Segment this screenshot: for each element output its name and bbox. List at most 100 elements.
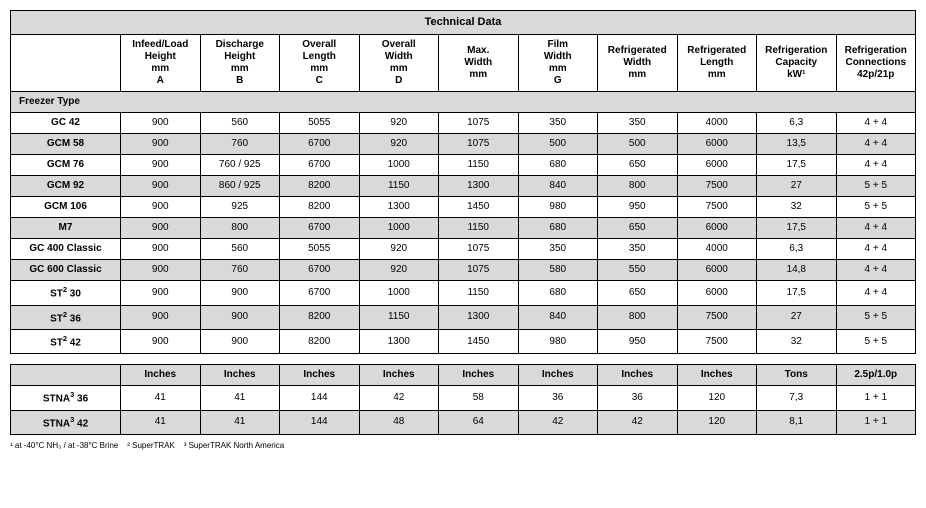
data-cell: 6700 [280, 281, 360, 305]
data-cell: 900 [121, 239, 201, 260]
data-cell: 350 [598, 239, 678, 260]
data-cell: 41 [121, 386, 201, 410]
data-cell: 680 [518, 281, 598, 305]
data-cell: 680 [518, 218, 598, 239]
data-cell: 4000 [677, 239, 757, 260]
section-header: Freezer Type [11, 92, 916, 113]
data-cell: 6700 [280, 218, 360, 239]
data-cell: 42 [518, 410, 598, 434]
data-cell: 4 + 4 [836, 218, 916, 239]
data-cell: 1 + 1 [836, 410, 916, 434]
data-cell: 36 [518, 386, 598, 410]
data-cell: 1150 [359, 305, 439, 329]
row-label: M7 [11, 218, 121, 239]
data-cell: 42 [598, 410, 678, 434]
row-label: GC 400 Classic [11, 239, 121, 260]
data-cell: 500 [518, 134, 598, 155]
data-cell: 1150 [439, 155, 519, 176]
data-cell: 900 [121, 155, 201, 176]
data-cell: 17,5 [757, 218, 837, 239]
data-cell: 900 [121, 329, 201, 353]
data-cell: 1075 [439, 260, 519, 281]
column-header [11, 365, 121, 386]
data-cell: 1000 [359, 281, 439, 305]
technical-data-table-2: InchesInchesInchesInchesInchesInchesInch… [10, 364, 916, 435]
data-cell: 27 [757, 176, 837, 197]
data-cell: 900 [121, 113, 201, 134]
data-cell: 7500 [677, 197, 757, 218]
row-label: ST2 30 [11, 281, 121, 305]
data-cell: 5 + 5 [836, 197, 916, 218]
data-cell: 7500 [677, 176, 757, 197]
data-cell: 920 [359, 134, 439, 155]
data-cell: 144 [280, 410, 360, 434]
data-cell: 17,5 [757, 155, 837, 176]
data-cell: 900 [121, 218, 201, 239]
data-cell: 6000 [677, 281, 757, 305]
data-cell: 900 [121, 134, 201, 155]
data-cell: 8200 [280, 305, 360, 329]
data-cell: 64 [439, 410, 519, 434]
data-cell: 1300 [439, 305, 519, 329]
data-cell: 6000 [677, 134, 757, 155]
data-cell: 4 + 4 [836, 134, 916, 155]
data-cell: 900 [121, 176, 201, 197]
data-cell: 36 [598, 386, 678, 410]
column-header: FilmWidthmmG [518, 35, 598, 92]
data-cell: 27 [757, 305, 837, 329]
data-cell: 6700 [280, 134, 360, 155]
data-cell: 6000 [677, 260, 757, 281]
data-cell: 760 / 925 [200, 155, 280, 176]
data-cell: 760 [200, 260, 280, 281]
data-cell: 900 [121, 260, 201, 281]
data-cell: 350 [518, 113, 598, 134]
data-cell: 5 + 5 [836, 305, 916, 329]
technical-data-table: Technical DataInfeed/LoadHeightmmADischa… [10, 10, 916, 354]
data-cell: 920 [359, 113, 439, 134]
column-header: DischargeHeightmmB [200, 35, 280, 92]
data-cell: 800 [598, 176, 678, 197]
data-cell: 13,5 [757, 134, 837, 155]
column-header [11, 35, 121, 92]
column-header: 2.5p/1.0p [836, 365, 916, 386]
data-cell: 1300 [359, 329, 439, 353]
data-cell: 120 [677, 410, 757, 434]
data-cell: 900 [121, 281, 201, 305]
row-label: GC 600 Classic [11, 260, 121, 281]
data-cell: 860 / 925 [200, 176, 280, 197]
data-cell: 650 [598, 155, 678, 176]
data-cell: 5055 [280, 113, 360, 134]
data-cell: 14,8 [757, 260, 837, 281]
column-header: OverallLengthmmC [280, 35, 360, 92]
data-cell: 1300 [359, 197, 439, 218]
data-cell: 4 + 4 [836, 239, 916, 260]
data-cell: 120 [677, 386, 757, 410]
data-cell: 58 [439, 386, 519, 410]
data-cell: 32 [757, 197, 837, 218]
data-cell: 800 [200, 218, 280, 239]
data-cell: 1075 [439, 134, 519, 155]
data-cell: 4 + 4 [836, 113, 916, 134]
data-cell: 900 [200, 329, 280, 353]
data-cell: 800 [598, 305, 678, 329]
data-cell: 980 [518, 197, 598, 218]
data-cell: 1150 [439, 218, 519, 239]
data-cell: 840 [518, 176, 598, 197]
data-cell: 7500 [677, 305, 757, 329]
data-cell: 8200 [280, 197, 360, 218]
column-header: Inches [439, 365, 519, 386]
data-cell: 1450 [439, 197, 519, 218]
data-cell: 1000 [359, 155, 439, 176]
data-cell: 680 [518, 155, 598, 176]
data-cell: 42 [359, 386, 439, 410]
data-cell: 950 [598, 329, 678, 353]
data-cell: 350 [598, 113, 678, 134]
row-label: GCM 92 [11, 176, 121, 197]
data-cell: 6000 [677, 218, 757, 239]
data-cell: 550 [598, 260, 678, 281]
data-cell: 900 [121, 197, 201, 218]
data-cell: 1150 [439, 281, 519, 305]
column-header: Tons [757, 365, 837, 386]
column-header: RefrigeratedWidthmm [598, 35, 678, 92]
column-header: Inches [121, 365, 201, 386]
